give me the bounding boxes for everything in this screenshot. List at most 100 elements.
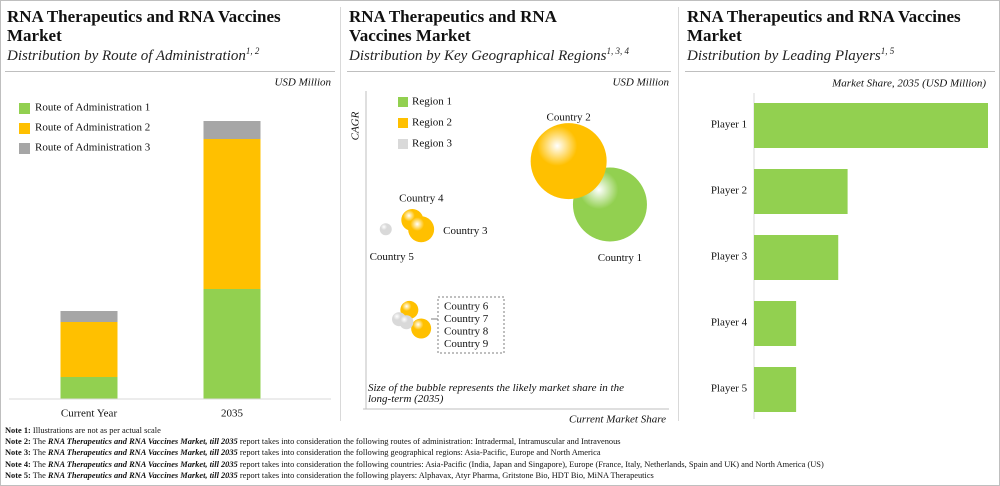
bubble	[399, 315, 414, 330]
note-text: The	[32, 470, 48, 480]
subtitle-text: Distribution by Leading Players	[687, 48, 881, 64]
bubble-label: Country 8	[444, 326, 489, 338]
bubble-label: Country 1	[598, 252, 642, 264]
note-label: Note 4:	[5, 459, 31, 469]
bubble	[379, 223, 392, 236]
bar-segment	[60, 322, 118, 377]
note-label: Note 2:	[5, 437, 31, 447]
note-line: long-term (2035)	[368, 393, 444, 405]
header: RNA Therapeutics and RNA Vaccines Market…	[7, 7, 317, 65]
subtitle-text: Distribution by Route of Administration	[7, 48, 246, 64]
y-tick-label: Player 2	[711, 185, 747, 197]
unit-label: USD Million	[274, 77, 331, 89]
bar	[754, 367, 797, 412]
note: Note 4: The RNA Therapeutics and RNA Vac…	[5, 459, 824, 470]
divider	[340, 7, 341, 421]
note-text: report takes into consideration the foll…	[237, 437, 621, 447]
note-label: Note 1:	[5, 426, 31, 435]
bubble-label: Country 2	[546, 112, 590, 124]
y-tick-label: Player 3	[711, 251, 748, 263]
note: Note 1: Illustrations are not as per act…	[5, 425, 824, 436]
bubble-label: Country 3	[443, 225, 488, 237]
bubble	[530, 123, 607, 200]
divider	[347, 71, 671, 72]
legend-swatch	[398, 118, 408, 128]
legend-label: Region 2	[412, 117, 452, 129]
note-text: RNA Therapeutics and RNA Vaccines Market…	[47, 448, 238, 458]
note-text: The	[32, 448, 48, 458]
legend-swatch	[398, 139, 408, 149]
bar	[754, 169, 848, 214]
unit-label: Market Share, 2035 (USD Million)	[831, 78, 986, 90]
subtitle-note: 1, 5	[880, 46, 895, 56]
bubble-label: Country 7	[444, 313, 489, 325]
note-label: Note 5:	[5, 470, 31, 480]
y-axis-label: CAGR	[350, 111, 362, 140]
note-text: Illustrations are not as per actual scal…	[32, 426, 161, 435]
x-tick-label: 2035	[221, 408, 244, 420]
bar-segment	[60, 311, 118, 322]
subtitle-note: 1, 3, 4	[606, 46, 629, 56]
x-tick-label: Current Year	[61, 408, 118, 420]
legend-swatch	[19, 123, 30, 134]
legend-label: Route of Administration 3	[35, 142, 151, 154]
header: RNA Therapeutics and RNA Vaccines Market…	[687, 7, 987, 65]
notes: Note 1: Illustrations are not as per act…	[5, 425, 824, 481]
note-text: RNA Therapeutics and RNA Vaccines Market…	[47, 437, 238, 447]
note-text: report takes into consideration the foll…	[237, 470, 654, 480]
bar-segment	[203, 121, 261, 139]
note-text: report takes into consideration the foll…	[237, 459, 824, 469]
label-box	[437, 296, 505, 354]
chart-subtitle: Distribution by Leading Players1, 5	[687, 46, 987, 65]
bubble-label: Country 5	[370, 251, 415, 263]
legend-label: Region 3	[412, 138, 453, 150]
bubble-note: Size of the bubble represents the likely…	[368, 382, 624, 405]
note-label: Note 3:	[5, 448, 31, 458]
note: Note 5: The RNA Therapeutics and RNA Vac…	[5, 470, 824, 481]
bubble	[408, 216, 435, 243]
x-axis-label: Current Market Share	[569, 414, 666, 425]
legend-label: Route of Administration 2	[35, 122, 150, 134]
bubble-label: Country 9	[444, 338, 489, 350]
divider	[678, 7, 679, 421]
note: Note 3: The RNA Therapeutics and RNA Vac…	[5, 447, 824, 458]
note-text: The	[32, 459, 48, 469]
chart-subtitle: Distribution by Key Geographical Regions…	[349, 46, 629, 65]
legend-swatch	[398, 97, 408, 107]
note-text: report takes into consideration the foll…	[237, 448, 601, 458]
divider	[5, 71, 335, 72]
note-text: RNA Therapeutics and RNA Vaccines Market…	[47, 470, 238, 480]
bar	[754, 301, 797, 346]
chart-title: RNA Therapeutics and RNA Vaccines Market	[687, 7, 961, 45]
unit-label: USD Million	[612, 77, 669, 89]
bubble	[411, 318, 432, 339]
header: RNA Therapeutics and RNA Vaccines Market…	[349, 7, 629, 65]
y-tick-label: Player 1	[711, 119, 747, 131]
legend-label: Region 1	[412, 96, 452, 108]
bar-segment	[203, 289, 261, 399]
bubble-label: Country 4	[399, 193, 444, 205]
subtitle-text: Distribution by Key Geographical Regions	[349, 48, 607, 64]
chart-title: RNA Therapeutics and RNA Vaccines Market	[7, 7, 281, 45]
bubble	[400, 300, 419, 319]
note-line: Size of the bubble represents the likely…	[368, 382, 624, 394]
subtitle-note: 1, 2	[245, 46, 260, 56]
note: Note 2: The RNA Therapeutics and RNA Vac…	[5, 436, 824, 447]
divider	[685, 71, 995, 72]
legend-swatch	[19, 103, 30, 114]
legend-label: Route of Administration 1	[35, 102, 150, 114]
bar-segment	[203, 139, 261, 289]
y-tick-label: Player 5	[711, 383, 748, 395]
y-tick-label: Player 4	[711, 317, 748, 329]
bubble-label: Country 6	[444, 301, 489, 313]
bar-segment	[60, 377, 118, 399]
chart-title: RNA Therapeutics and RNA Vaccines Market	[349, 7, 557, 45]
note-text: The	[32, 437, 48, 447]
legend-swatch	[19, 143, 30, 154]
bar	[754, 103, 988, 148]
bar	[754, 235, 839, 280]
chart-subtitle: Distribution by Route of Administration1…	[7, 46, 317, 65]
charts: USD Million Route of Administration 1 Rout…	[9, 77, 988, 425]
note-text: RNA Therapeutics and RNA Vaccines Market…	[47, 459, 238, 469]
